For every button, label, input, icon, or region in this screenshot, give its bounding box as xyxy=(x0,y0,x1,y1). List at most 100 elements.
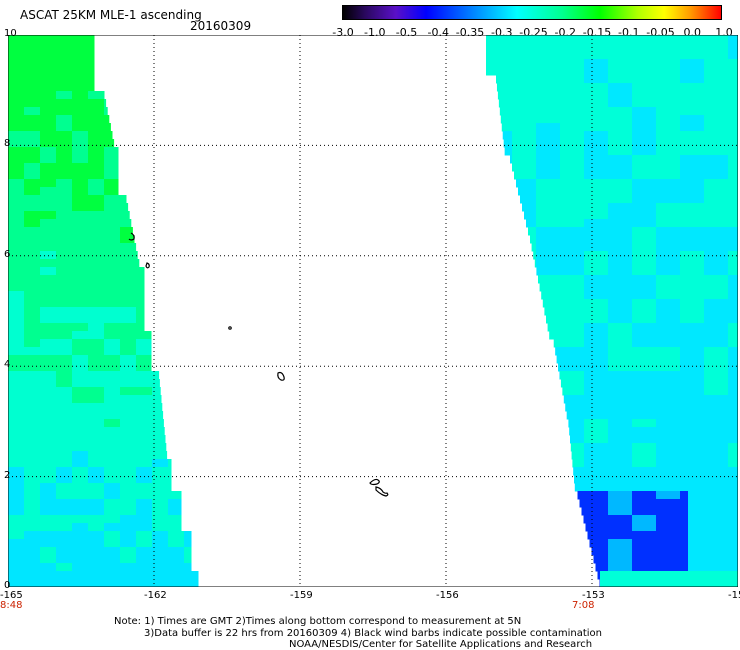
swath-cell xyxy=(616,123,625,132)
swath-cell xyxy=(592,83,601,92)
swath-cell xyxy=(696,299,705,308)
swath-cell xyxy=(640,163,649,172)
swath-cell xyxy=(16,83,25,92)
swath-cell xyxy=(736,539,738,548)
swath-cell xyxy=(712,379,721,388)
swath-cell xyxy=(648,443,657,452)
swath-cell xyxy=(96,139,105,148)
swath-cell xyxy=(184,579,193,587)
swath-cell xyxy=(632,563,641,572)
swath-cell xyxy=(704,75,713,84)
swath-cell xyxy=(648,339,657,348)
swath-cell xyxy=(80,195,89,204)
swath-cell xyxy=(16,347,25,356)
swath-cell xyxy=(680,131,689,140)
swath-cell xyxy=(8,555,17,564)
swath-cell xyxy=(672,491,681,500)
swath-cell xyxy=(608,219,617,228)
swath-cell xyxy=(56,91,65,100)
swath-cell xyxy=(672,531,681,540)
swath-cell xyxy=(728,315,737,324)
swath-cell xyxy=(720,219,729,228)
swath-cell xyxy=(600,515,609,524)
swath-cell xyxy=(720,147,729,156)
swath-cell xyxy=(632,43,641,52)
swath-cell xyxy=(672,179,681,188)
swath-cell xyxy=(40,579,49,587)
swath-cell xyxy=(542,299,545,308)
swath-cell xyxy=(160,435,166,444)
swath-cell xyxy=(696,411,705,420)
swath-cell xyxy=(728,299,737,308)
swath-cell xyxy=(512,59,521,68)
swath-cell xyxy=(632,579,641,587)
swath-cell xyxy=(656,395,665,404)
swath-cell xyxy=(648,507,657,516)
swath-cell xyxy=(584,339,593,348)
swath-cell xyxy=(40,235,49,244)
swath-cell xyxy=(648,35,657,44)
swath-cell xyxy=(536,227,545,236)
swath-cell xyxy=(688,539,697,548)
swath-cell xyxy=(616,363,625,372)
swath-cell xyxy=(704,171,713,180)
swath-cell xyxy=(152,499,161,508)
swath-cell xyxy=(720,315,729,324)
note-line-3: NOAA/NESDIS/Center for Satellite Applica… xyxy=(289,639,593,650)
swath-cell xyxy=(24,395,33,404)
swath-cell xyxy=(696,451,705,460)
swath-cell xyxy=(512,115,521,124)
swath-cell xyxy=(568,299,577,308)
swath-cell xyxy=(600,131,609,140)
swath-cell xyxy=(56,459,65,468)
swath-cell xyxy=(736,243,738,252)
swath-cell xyxy=(600,523,609,532)
swath-cell xyxy=(88,339,97,348)
swath-cell xyxy=(520,187,529,196)
swath-cell xyxy=(664,555,673,564)
swath-cell xyxy=(88,443,97,452)
swath-cell xyxy=(16,131,25,140)
swath-cell xyxy=(120,507,129,516)
swath-cell xyxy=(696,51,705,60)
swath-cell xyxy=(32,195,41,204)
swath-cell xyxy=(8,427,17,436)
swath-cell xyxy=(144,539,153,548)
swath-cell xyxy=(688,563,697,572)
swath-cell xyxy=(24,195,33,204)
swath-cell xyxy=(584,131,593,140)
swath-cell xyxy=(680,491,689,500)
swath-cell xyxy=(576,83,585,92)
swath-cell xyxy=(656,235,665,244)
swath-cell xyxy=(80,147,89,156)
swath-cell xyxy=(72,531,81,540)
swath-cell xyxy=(136,299,145,308)
swath-cell xyxy=(680,163,689,172)
swath-cell xyxy=(128,211,130,220)
swath-cell xyxy=(112,155,119,164)
swath-cell xyxy=(576,483,585,492)
swath-cell xyxy=(688,459,697,468)
swath-cell xyxy=(104,387,113,396)
swath-cell xyxy=(8,435,17,444)
swath-cell xyxy=(120,299,129,308)
swath-cell xyxy=(72,219,81,228)
swath-cell xyxy=(160,491,169,500)
swath-cell xyxy=(136,467,145,476)
swath-cell xyxy=(536,251,545,260)
swath-cell xyxy=(112,547,121,556)
swath-cell xyxy=(136,443,145,452)
latitude-tick-label: 2 xyxy=(4,469,11,481)
swath-cell xyxy=(680,411,689,420)
swath-cell xyxy=(48,251,57,260)
swath-cell xyxy=(584,363,593,372)
swath-cell xyxy=(128,363,137,372)
swath-cell xyxy=(592,283,601,292)
swath-cell xyxy=(640,115,649,124)
swath-cell xyxy=(56,539,65,548)
swath-cell xyxy=(72,371,81,380)
swath-cell xyxy=(696,163,705,172)
swath-cell xyxy=(120,203,129,212)
swath-cell xyxy=(736,307,738,316)
swath-cell xyxy=(704,539,713,548)
